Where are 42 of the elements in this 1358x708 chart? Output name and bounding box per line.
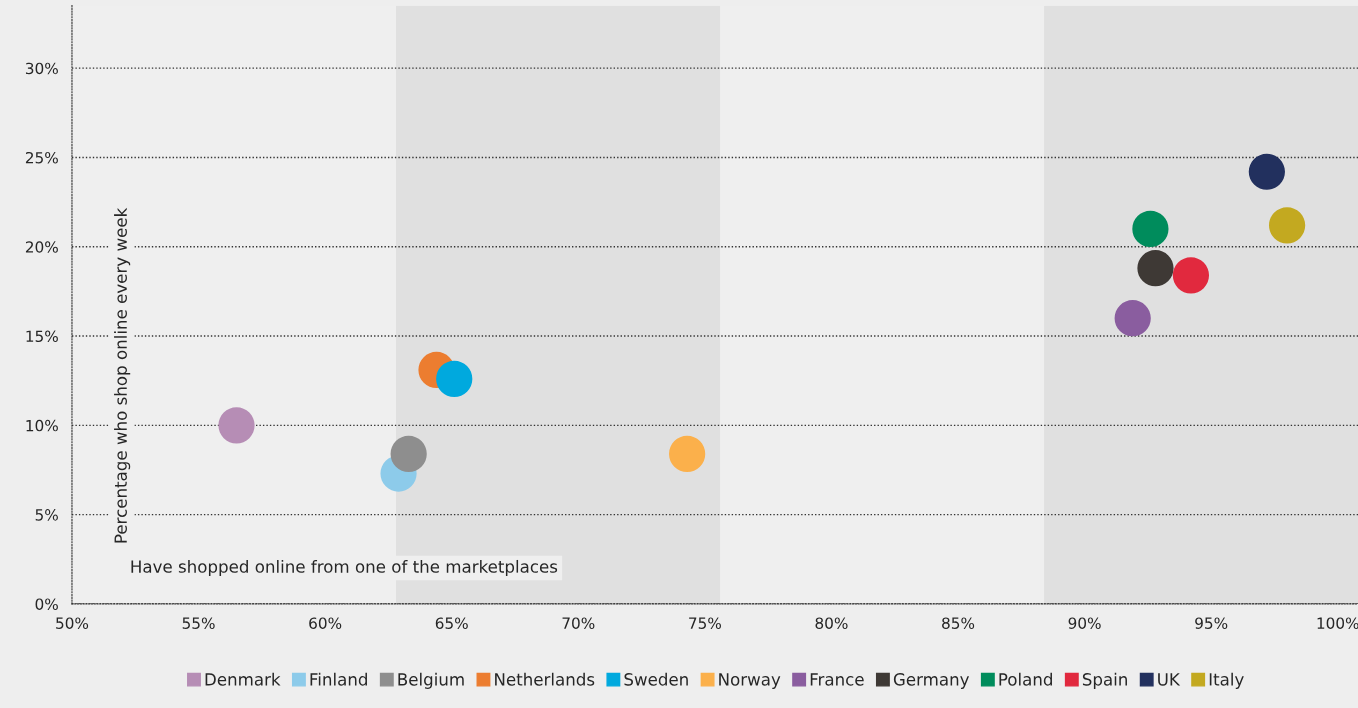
x-tick-label: 70% (562, 617, 595, 629)
x-tick-label: 55% (182, 617, 215, 629)
point (1172, 257, 1210, 294)
y-axis-title: Percentage who shop online every week (114, 207, 131, 543)
x-tick-label: 100% (1317, 617, 1358, 629)
legend-label: Netherlands (495, 672, 595, 686)
legend-label: Sweden (624, 672, 688, 686)
y-tick-label: 10% (26, 419, 58, 432)
y-tick-label: 20% (25, 241, 58, 253)
y-tick-label: 0% (35, 598, 58, 610)
legend-label: Denmark (205, 672, 281, 686)
x-tick-label: 90% (1068, 617, 1101, 629)
point (436, 360, 473, 398)
point (1248, 153, 1285, 190)
y-tick-label: 15% (26, 330, 58, 343)
legend-label: France (810, 673, 864, 686)
point (218, 407, 255, 444)
x-tick-label: 80% (815, 617, 848, 629)
point (669, 435, 706, 473)
x-tick-label: 65% (435, 617, 468, 629)
x-tick-label: 60% (309, 617, 342, 629)
legend-label: Italy (1209, 672, 1244, 689)
legend-label: Norway (719, 673, 781, 689)
legend-label: Finland (310, 672, 367, 686)
x-tick-label: 50% (56, 617, 89, 629)
legend-label: Belgium (398, 672, 464, 689)
x-tick-label: 95% (1195, 617, 1228, 629)
point (1132, 210, 1169, 247)
legend-label: UK (1158, 673, 1181, 686)
point (1114, 300, 1151, 337)
x-tick-label: 85% (942, 617, 975, 629)
point (1269, 207, 1306, 244)
legend-label: Poland (999, 672, 1052, 686)
legend-label: Germany (893, 673, 970, 689)
legend-label: Spain (1082, 672, 1127, 689)
y-tick-label: 25% (25, 151, 58, 164)
y-tick-label: 5% (35, 509, 58, 521)
point (1137, 250, 1174, 287)
y-tick-label: 30% (25, 62, 58, 75)
x-tick-label: 75% (689, 617, 721, 629)
point (390, 435, 427, 473)
x-axis-title: Have shopped online from one of the marketplaces (131, 559, 558, 577)
